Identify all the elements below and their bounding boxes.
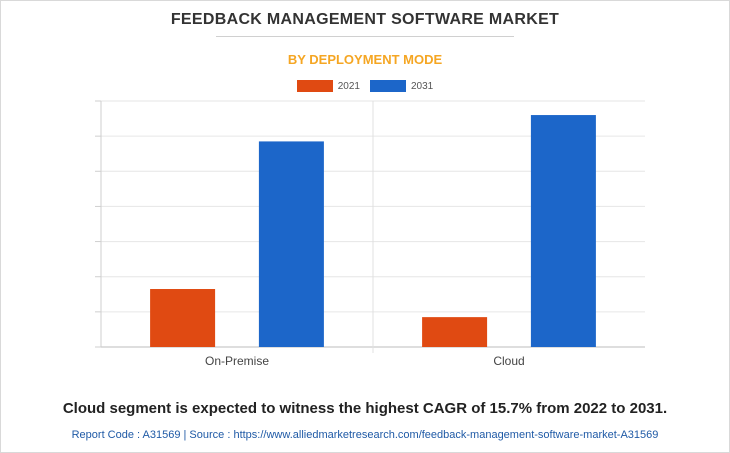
chart-title: FEEDBACK MANAGEMENT SOFTWARE MARKET (170, 11, 560, 28)
legend-swatch-2021 (296, 80, 333, 92)
bar-2021-on-premise (150, 289, 216, 347)
legend-label-2021: 2021 (337, 80, 360, 92)
chart-subtitle: BY DEPLOYMENT MODE (287, 52, 443, 67)
legend-item-2031[interactable]: 2031 (370, 80, 433, 92)
source-citation[interactable]: Report Code : A31569 | Source : https://… (71, 429, 659, 441)
bar-2031-on-premise (258, 141, 324, 347)
bar-2021-cloud (422, 317, 488, 347)
title-divider (216, 36, 514, 37)
legend-swatch-2031 (370, 80, 406, 92)
x-tick-label: Cloud (493, 354, 524, 368)
chart-footnote: Cloud segment is expected to witness the… (62, 400, 668, 417)
legend-label-2031: 2031 (411, 80, 434, 92)
chart-legend: 2021 2031 (0, 80, 730, 92)
legend-item-2021[interactable]: 2021 (296, 80, 360, 92)
bar-2031-cloud (530, 115, 596, 347)
x-tick-label: On-Premise (205, 354, 269, 368)
